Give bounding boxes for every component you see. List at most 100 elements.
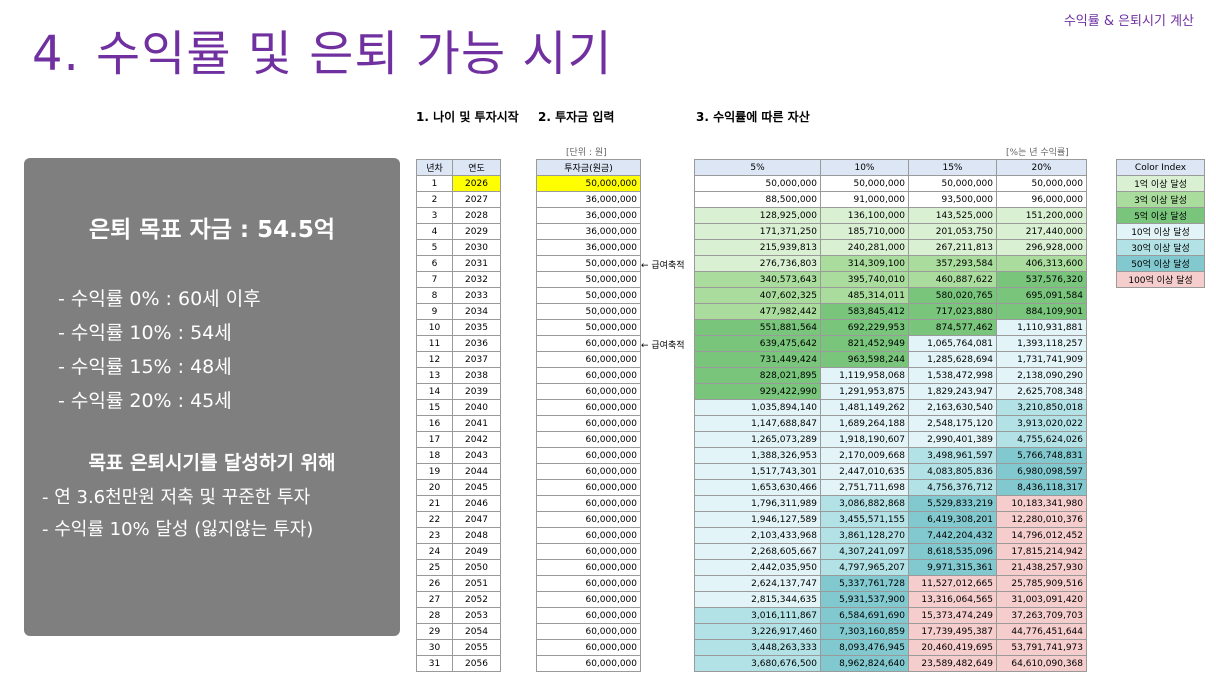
table-row: 60,000,000 <box>536 447 641 464</box>
asset-cell: 7,442,204,432 <box>908 527 997 544</box>
asset-cell: 1,393,118,257 <box>996 335 1087 352</box>
table-row: 36,000,000 <box>536 191 641 208</box>
year-table-header: 연도 <box>452 159 501 176</box>
asset-cell: 460,887,622 <box>908 271 997 288</box>
year-cell: 2031 <box>452 255 501 272</box>
investment-cell: 60,000,000 <box>536 367 641 384</box>
table-row: 5 2030 <box>416 239 501 256</box>
investment-cell: 60,000,000 <box>536 559 641 576</box>
table-row: 1,265,073,289 1,918,190,607 2,990,401,389 4… <box>694 431 1087 448</box>
investment-cell: 60,000,000 <box>536 511 641 528</box>
table-row: 50,000,000 50,000,000 50,000,000 50,000,000 <box>694 175 1087 192</box>
year-cell: 2041 <box>452 415 501 432</box>
asset-cell: 8,618,535,096 <box>908 543 997 560</box>
table-row: 31 2056 <box>416 655 501 672</box>
year-index-cell: 10 <box>416 319 453 336</box>
asset-cell: 12,280,010,376 <box>996 511 1087 528</box>
year-index-cell: 31 <box>416 655 453 672</box>
table-row: 23 2048 <box>416 527 501 544</box>
table-row: 639,475,642 821,452,949 1,065,764,081 1,393… <box>694 335 1087 352</box>
asset-cell: 2,138,090,290 <box>996 367 1087 384</box>
table-row: 2,268,605,667 4,307,241,097 8,618,535,096 1… <box>694 543 1087 560</box>
table-row: 27 2052 <box>416 591 501 608</box>
table-row: 6 2031 <box>416 255 501 272</box>
table-row: 100억 이상 달성 <box>1116 271 1205 288</box>
asset-cell: 485,314,011 <box>820 287 909 304</box>
asset-cell: 2,990,401,389 <box>908 431 997 448</box>
unit-note: [단위 : 원] <box>566 148 607 158</box>
year-cell: 2034 <box>452 303 501 320</box>
asset-cell: 88,500,000 <box>694 191 821 208</box>
summary-box: 은퇴 목표 자금 : 54.5억 - 수익률 0% : 60세 이후 - 수익률… <box>24 158 400 636</box>
asset-cell: 884,109,901 <box>996 303 1087 320</box>
asset-cell: 3,680,676,500 <box>694 655 821 672</box>
section-label-investment: 2. 투자금 입력 <box>538 110 615 124</box>
color-index-item: 5억 이상 달성 <box>1116 207 1205 224</box>
table-row: 60,000,000 <box>536 399 641 416</box>
table-row: 50억 이상 달성 <box>1116 255 1205 272</box>
asset-cell: 963,598,244 <box>820 351 909 368</box>
asset-cell: 53,791,741,973 <box>996 639 1087 656</box>
table-row: 3,448,263,333 8,093,476,945 20,460,419,695… <box>694 639 1087 656</box>
year-table: 년차 연도 1 2026 2 2027 3 2028 4 2029 5 2030 6 2031 7 2032… <box>416 159 501 672</box>
table-row: 60,000,000 <box>536 559 641 576</box>
year-index-cell: 9 <box>416 303 453 320</box>
rate-header: 5% <box>694 159 821 176</box>
year-cell: 2026 <box>452 175 501 192</box>
year-cell: 2054 <box>452 623 501 640</box>
table-row: 10억 이상 달성 <box>1116 223 1205 240</box>
year-index-cell: 17 <box>416 431 453 448</box>
asset-cell: 692,229,953 <box>820 319 909 336</box>
asset-cell: 296,928,000 <box>996 239 1087 256</box>
table-row: 60,000,000 <box>536 623 641 640</box>
asset-cell: 717,023,880 <box>908 303 997 320</box>
investment-cell: 50,000,000 <box>536 175 641 192</box>
asset-cell: 23,589,482,649 <box>908 655 997 672</box>
year-index-cell: 14 <box>416 383 453 400</box>
year-cell: 2032 <box>452 271 501 288</box>
year-index-cell: 13 <box>416 367 453 384</box>
investment-cell: 60,000,000 <box>536 527 641 544</box>
asset-cell: 2,170,009,668 <box>820 447 909 464</box>
plan-list: - 연 3.6천만원 저축 및 꾸준한 투자 - 수익률 10% 달성 (잃지않… <box>42 482 313 546</box>
retirement-goal: 은퇴 목표 자금 : 54.5억 <box>88 217 336 243</box>
investment-cell: 60,000,000 <box>536 591 641 608</box>
table-row: 22 2047 <box>416 511 501 528</box>
rate-item: - 수익률 0% : 60세 이후 <box>58 288 261 310</box>
table-row: 1,653,630,466 2,751,711,698 4,756,376,712 8… <box>694 479 1087 496</box>
asset-cell: 580,020,765 <box>908 287 997 304</box>
investment-cell: 60,000,000 <box>536 335 641 352</box>
asset-cell: 551,881,564 <box>694 319 821 336</box>
asset-cell: 6,980,098,597 <box>996 463 1087 480</box>
asset-cell: 143,525,000 <box>908 207 997 224</box>
asset-table: 5% 10% 15% 20% 50,000,000 50,000,000 50,000,0… <box>694 159 1087 672</box>
asset-cell: 217,440,000 <box>996 223 1087 240</box>
asset-cell: 50,000,000 <box>694 175 821 192</box>
investment-cell: 36,000,000 <box>536 223 641 240</box>
year-cell: 2027 <box>452 191 501 208</box>
table-row: 60,000,000 <box>536 655 641 672</box>
asset-cell: 14,796,012,452 <box>996 527 1087 544</box>
year-cell: 2055 <box>452 639 501 656</box>
asset-cell: 171,371,250 <box>694 223 821 240</box>
asset-cell: 276,736,803 <box>694 255 821 272</box>
table-row: 20 2045 <box>416 479 501 496</box>
asset-cell: 731,449,424 <box>694 351 821 368</box>
year-index-cell: 5 <box>416 239 453 256</box>
table-row: 14 2039 <box>416 383 501 400</box>
asset-cell: 151,200,000 <box>996 207 1087 224</box>
year-cell: 2029 <box>452 223 501 240</box>
table-row: 60,000,000 <box>536 575 641 592</box>
asset-cell: 1,285,628,694 <box>908 351 997 368</box>
asset-cell: 128,925,000 <box>694 207 821 224</box>
asset-cell: 583,845,412 <box>820 303 909 320</box>
asset-cell: 1,481,149,262 <box>820 399 909 416</box>
asset-cell: 4,756,376,712 <box>908 479 997 496</box>
salary-saving-note: ← 급여축적 <box>641 341 685 351</box>
table-row: 8 2033 <box>416 287 501 304</box>
year-index-cell: 16 <box>416 415 453 432</box>
year-index-cell: 19 <box>416 463 453 480</box>
table-row: 215,939,813 240,281,000 267,211,813 296,928… <box>694 239 1087 256</box>
table-row: 5억 이상 달성 <box>1116 207 1205 224</box>
asset-cell: 2,442,035,950 <box>694 559 821 576</box>
